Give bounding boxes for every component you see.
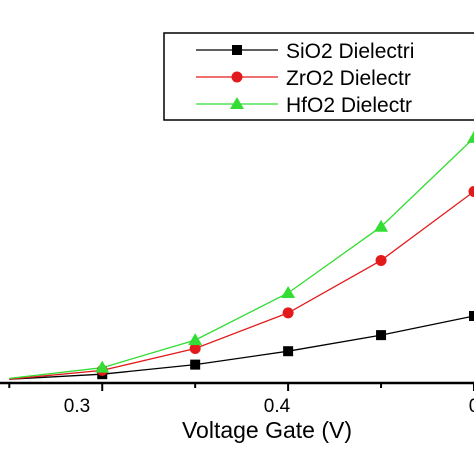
- series-line-hfo2: [9, 137, 474, 380]
- data-point-sio2-4: [376, 330, 387, 341]
- data-point-sio2-5: [469, 310, 474, 321]
- data-point-sio2-2: [190, 359, 201, 370]
- legend-label-zro2: ZrO2 Dielectr: [286, 67, 411, 90]
- data-point-zro2-4: [375, 254, 387, 266]
- x-axis-label: Voltage Gate (V): [182, 417, 352, 443]
- data-point-sio2-3: [283, 346, 294, 357]
- data-point-zro2-2: [189, 343, 201, 355]
- plot-lines: [9, 137, 474, 380]
- legend-marker-hfo2: [230, 97, 244, 109]
- data-point-hfo2-1: [95, 360, 110, 373]
- data-point-hfo2-4: [374, 219, 389, 232]
- legend-marker-sio2: [232, 45, 242, 55]
- legend-marker-zro2: [231, 71, 243, 83]
- x-ticks: [8, 383, 474, 391]
- x-tick-label-0: 0.3: [64, 396, 90, 417]
- data-point-hfo2-2: [188, 333, 203, 346]
- series-line-zro2: [9, 190, 474, 380]
- data-point-zro2-5: [468, 186, 474, 197]
- plot-markers: [95, 130, 474, 380]
- x-tick-label-2: 0: [469, 396, 474, 417]
- legend-label-sio2: SiO2 Dielectri: [286, 40, 414, 63]
- legend-label-hfo2: HfO2 Dielectr: [286, 94, 412, 117]
- data-point-hfo2-3: [281, 285, 296, 298]
- legend: SiO2 Dielectri ZrO2 Dielectr HfO2 Dielec…: [163, 32, 474, 121]
- series-line-sio2: [9, 315, 474, 380]
- data-point-zro2-3: [282, 307, 294, 319]
- x-tick-label-1: 0.4: [264, 396, 291, 417]
- data-point-hfo2-5: [467, 130, 474, 143]
